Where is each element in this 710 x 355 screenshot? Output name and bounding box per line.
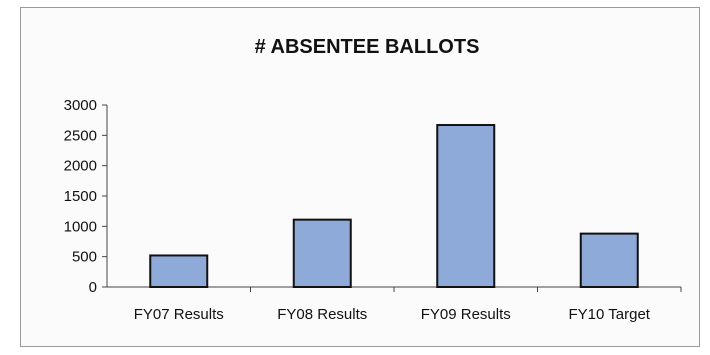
bar [579,232,639,288]
y-tick-label: 2000 [64,158,97,175]
y-tick-label: 500 [72,249,97,266]
y-tick-label: 3000 [64,97,97,114]
y-tick-label: 2500 [64,127,97,144]
x-category-label: FY07 Results [134,306,224,323]
bar-chart: # ABSENTEE BALLOTS 0 500 1000 1500 2000 2500 3… [64,36,682,323]
bar [292,218,352,288]
y-tick-label: 1500 [64,188,97,205]
plot-area: 0 500 1000 1500 2000 2500 3000 FY07 Results FY08… [64,97,682,323]
chart-frame: # ABSENTEE BALLOTS 0 500 1000 1500 2000 2500 3… [20,7,700,347]
x-category-label: FY08 Results [277,306,367,323]
y-tick-label: 0 [89,279,97,296]
x-category-label: FY09 Results [421,306,511,323]
bar [149,254,209,289]
y-tick-label: 1000 [64,218,97,235]
bar [436,124,496,288]
x-category-label: FY10 Target [569,306,651,323]
chart-title: # ABSENTEE BALLOTS [255,36,480,58]
